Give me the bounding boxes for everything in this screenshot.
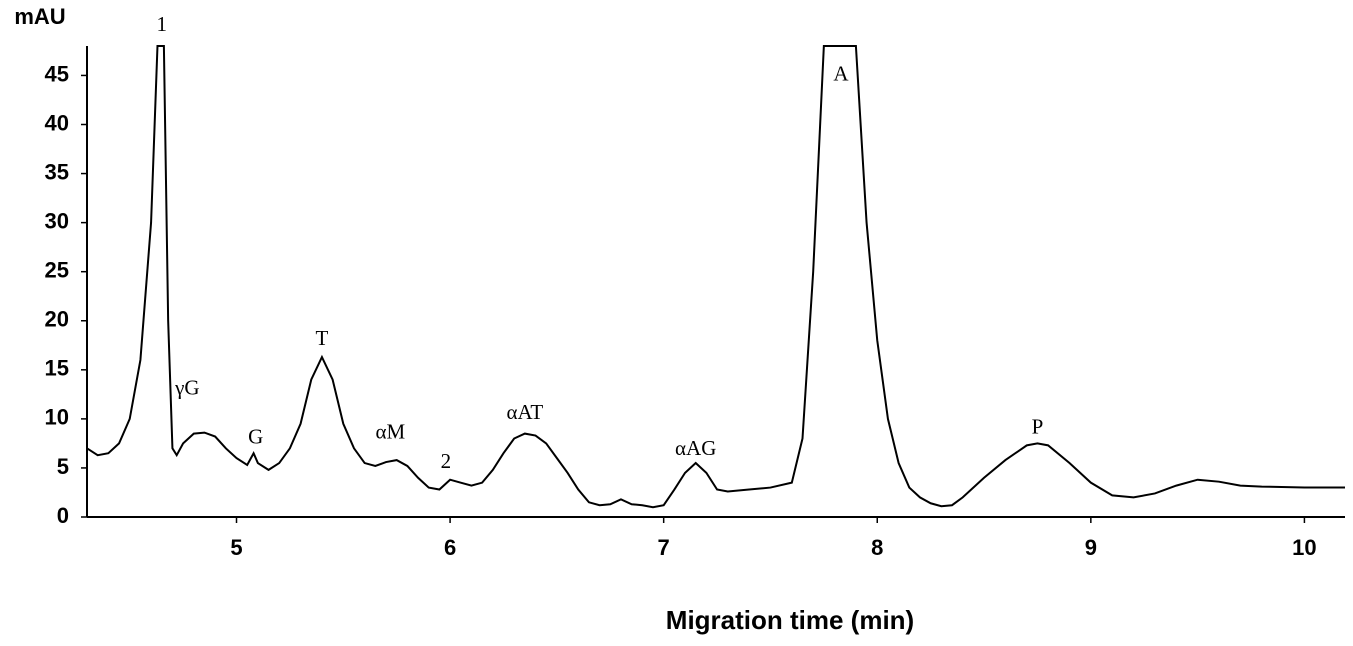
peak-label: αAG — [675, 436, 716, 460]
y-tick-label: 25 — [45, 258, 69, 283]
peak-label: 1 — [157, 12, 168, 36]
y-tick-label: 15 — [45, 356, 69, 381]
peak-label: αM — [375, 419, 405, 443]
peak-label: G — [248, 424, 263, 448]
x-tick-label: 8 — [871, 535, 883, 560]
x-tick-label: 6 — [444, 535, 456, 560]
peak-label: 2 — [441, 449, 452, 473]
y-axis-label: mAU — [14, 4, 65, 29]
x-tick-label: 9 — [1085, 535, 1097, 560]
y-tick-label: 0 — [57, 503, 69, 528]
x-tick-label: 10 — [1292, 535, 1316, 560]
peak-label: γG — [174, 375, 199, 399]
peak-label: αAT — [507, 400, 544, 424]
peak-label: A — [833, 61, 849, 85]
peak-label: P — [1032, 415, 1044, 439]
trace — [86, 45, 1345, 509]
y-tick-label: 30 — [45, 208, 69, 233]
x-tick-label: 5 — [230, 535, 242, 560]
y-tick-label: 20 — [45, 307, 69, 332]
peak-label: T — [316, 326, 329, 350]
y-tick-label: 5 — [57, 454, 69, 479]
y-tick-label: 40 — [45, 110, 69, 135]
y-tick-label: 10 — [45, 405, 69, 430]
x-tick-label: 7 — [658, 535, 670, 560]
y-tick-label: 45 — [45, 61, 69, 86]
y-tick-label: 35 — [45, 159, 69, 184]
x-axis-label: Migration time (min) — [666, 605, 914, 635]
